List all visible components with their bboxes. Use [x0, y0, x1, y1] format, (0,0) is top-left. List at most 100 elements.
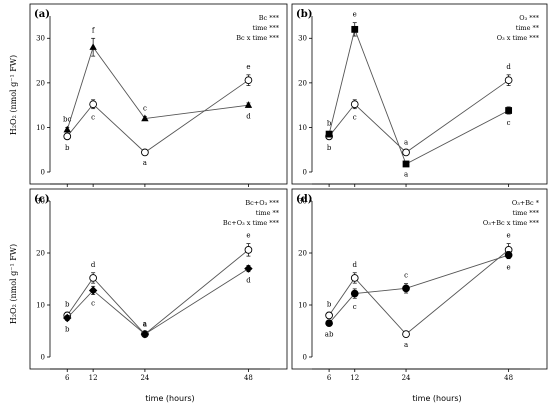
data-point: [63, 313, 72, 323]
series-line: [66, 46, 249, 130]
y-tick-label: 0: [303, 353, 307, 361]
series-1: b e a c: [325, 11, 513, 178]
significance-letter: c: [404, 272, 408, 280]
y-tick-label: 0: [41, 353, 45, 361]
significance-letter: ab: [325, 330, 334, 338]
series-line: [66, 249, 249, 335]
series-line: [66, 79, 249, 153]
significance-letter: c: [91, 114, 95, 122]
significance-letter: c: [91, 300, 95, 308]
series-line: [66, 268, 249, 335]
y-tick-label: 10: [36, 301, 45, 309]
panel-b: 0 10 20 30 (b) O₃ *** time ** O₃ x time *** b c a d…: [291, 3, 548, 187]
data-point: [141, 148, 149, 157]
data-point: [63, 132, 72, 141]
x-tick-label: 48: [504, 374, 513, 382]
x-axis-label-left: time (hours): [145, 394, 194, 403]
x-tick-label: 6: [327, 374, 332, 382]
data-point: [89, 100, 97, 109]
significance-letter: a: [404, 341, 408, 349]
y-tick-label: 10: [298, 124, 307, 132]
significance-letter: b: [327, 300, 332, 308]
data-point: [88, 286, 98, 295]
y-tick-label: 10: [298, 301, 307, 309]
data-point: [325, 130, 333, 138]
x-tick-label: 48: [244, 374, 253, 382]
x-tick-label: 6: [65, 374, 70, 382]
stat-line: time **: [256, 209, 280, 217]
y-tick-label: 30: [36, 35, 45, 43]
significance-letter: e: [353, 11, 357, 19]
significance-letter: b: [327, 119, 332, 127]
stat-line: O₃ x time ***: [497, 34, 540, 42]
data-point: [504, 76, 513, 85]
significance-letter: e: [246, 63, 250, 71]
panel-d: 0 10 20 30 6 12 24 48 (d) O₃+Bc * time *** O₃+Bc x …: [291, 188, 548, 382]
significance-letter: e: [507, 232, 511, 240]
y-tick-label: 20: [36, 79, 45, 87]
significance-letter: a: [404, 139, 408, 147]
significance-letter: c: [353, 114, 357, 122]
y-tick-label: 20: [298, 79, 307, 87]
data-point: [350, 100, 359, 109]
data-point: [141, 114, 149, 122]
stat-line: time ***: [512, 209, 539, 217]
panel-frame: [29, 3, 288, 185]
panel-label: (c): [34, 194, 50, 205]
data-point: [505, 107, 513, 114]
significance-letter: e: [246, 232, 250, 240]
panel-label: (d): [296, 194, 312, 205]
significance-letter: bc: [63, 115, 71, 123]
data-point: [402, 148, 410, 157]
data-point: [244, 101, 253, 108]
data-point: [325, 319, 333, 328]
stat-line: O₃ ***: [519, 14, 540, 22]
data-point: [351, 25, 359, 33]
significance-letter: a: [404, 170, 408, 178]
significance-letter: e: [507, 264, 511, 272]
significance-letter: a: [143, 321, 147, 329]
data-point: [244, 76, 253, 85]
panel-frame: [291, 3, 548, 185]
data-point: [350, 289, 359, 298]
data-point: [89, 43, 97, 50]
series-line: [328, 27, 509, 165]
stat-line: Bc ***: [259, 14, 280, 22]
data-point: [63, 125, 71, 133]
significance-letter: d: [246, 112, 251, 120]
significance-letter: c: [143, 105, 147, 113]
stat-line: Bc x time ***: [236, 34, 279, 42]
x-axis-label-right: time (hours): [412, 394, 461, 403]
significance-letter: d: [506, 63, 511, 71]
significance-letter: d: [91, 261, 96, 269]
significance-letter: c: [353, 303, 357, 311]
stat-line: O₃+Bc *: [512, 199, 540, 207]
y-tick-label: 30: [36, 197, 45, 205]
stat-line: time **: [516, 24, 540, 32]
significance-letter: a: [143, 159, 147, 167]
series-1: b c a d: [63, 264, 253, 339]
x-tick-label: 24: [402, 374, 411, 382]
significance-letter: c: [507, 119, 511, 127]
stat-line: Bc+O₃ x time ***: [223, 219, 280, 227]
y-tick-label: 30: [298, 35, 307, 43]
significance-letter: d: [246, 277, 251, 285]
x-tick-label: 12: [89, 374, 98, 382]
data-point: [89, 274, 97, 282]
data-point: [504, 251, 513, 259]
panel-label: (b): [296, 9, 312, 20]
series-line: [328, 254, 509, 324]
series-line: [328, 249, 509, 335]
panel-frame: [291, 188, 548, 370]
x-tick-label: 24: [140, 374, 149, 382]
data-point: [402, 160, 410, 168]
data-point: [402, 330, 410, 338]
significance-letter: b: [65, 144, 70, 152]
y-tick-label: 0: [41, 168, 45, 176]
series-0: b d a e: [325, 232, 513, 349]
y-tick-label: 20: [298, 249, 307, 257]
y-tick-label: 30: [298, 197, 307, 205]
x-tick-label: 12: [350, 374, 359, 382]
